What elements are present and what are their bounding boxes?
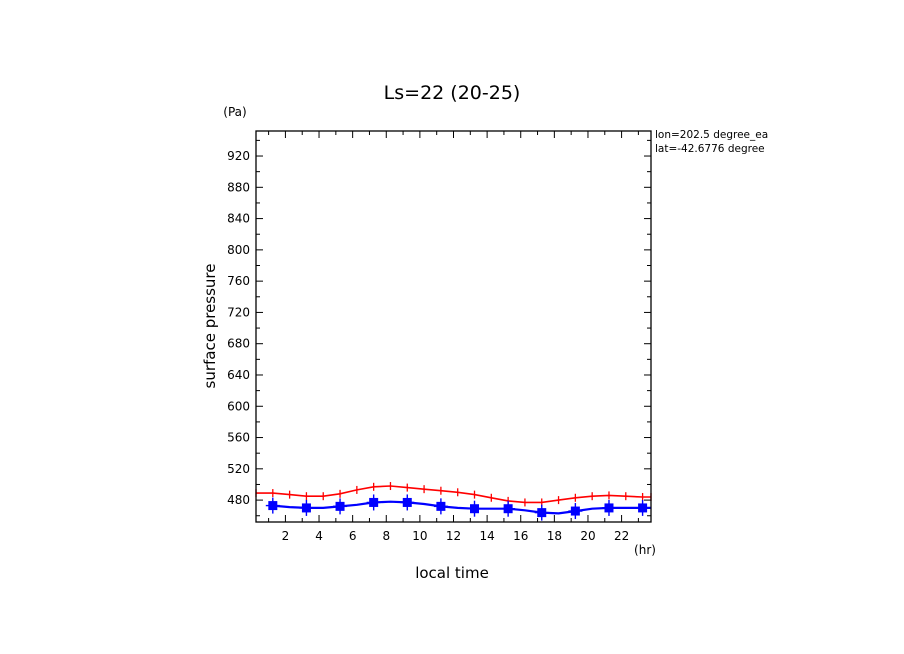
x-unit-label: (hr) — [634, 543, 656, 557]
y-tick-label: 520 — [227, 462, 250, 476]
y-tick-label: 560 — [227, 431, 250, 445]
y-axis-label: surface pressure — [201, 264, 219, 389]
annotation-lon: lon=202.5 degree_ea — [655, 129, 768, 141]
y-tick-label: 800 — [227, 243, 250, 257]
plot-frame — [255, 130, 652, 523]
x-tick-label: 4 — [315, 529, 323, 543]
x-tick-label: 22 — [614, 529, 629, 543]
y-tick-label: 680 — [227, 337, 250, 351]
x-tick-label: 12 — [446, 529, 461, 543]
y-tick-label: 600 — [227, 399, 250, 413]
x-tick-label: 10 — [412, 529, 427, 543]
x-tick-label: 2 — [282, 529, 290, 543]
y-tick-label: 840 — [227, 212, 250, 226]
x-axis-label: local time — [415, 564, 489, 582]
series-line-1 — [272, 500, 651, 515]
y-tick-label: 480 — [227, 493, 250, 507]
x-tick-label: 20 — [580, 529, 595, 543]
x-tick-label: 14 — [479, 529, 494, 543]
y-tick-label: 760 — [227, 274, 250, 288]
x-tick-label: 6 — [349, 529, 357, 543]
series-1 — [265, 494, 651, 521]
plot-content — [255, 482, 652, 521]
y-unit-label: (Pa) — [223, 105, 246, 119]
y-tick-label: 920 — [227, 149, 250, 163]
y-tick-label: 640 — [227, 368, 250, 382]
chart-title: Ls=22 (20-25) — [384, 82, 521, 104]
axes: 2 4 6 8 10 12 14 16 18 20 22 480 520 560 600 640 680 720 7… — [227, 131, 651, 543]
x-tick-label: 18 — [547, 529, 562, 543]
y-tick-label: 720 — [227, 305, 250, 319]
y-tick-label: 880 — [227, 180, 250, 194]
x-tick-label: 8 — [382, 529, 390, 543]
annotation-lat: lat=-42.6776 degree — [655, 143, 765, 155]
series-0 — [255, 482, 652, 507]
x-tick-label: 16 — [513, 529, 528, 543]
